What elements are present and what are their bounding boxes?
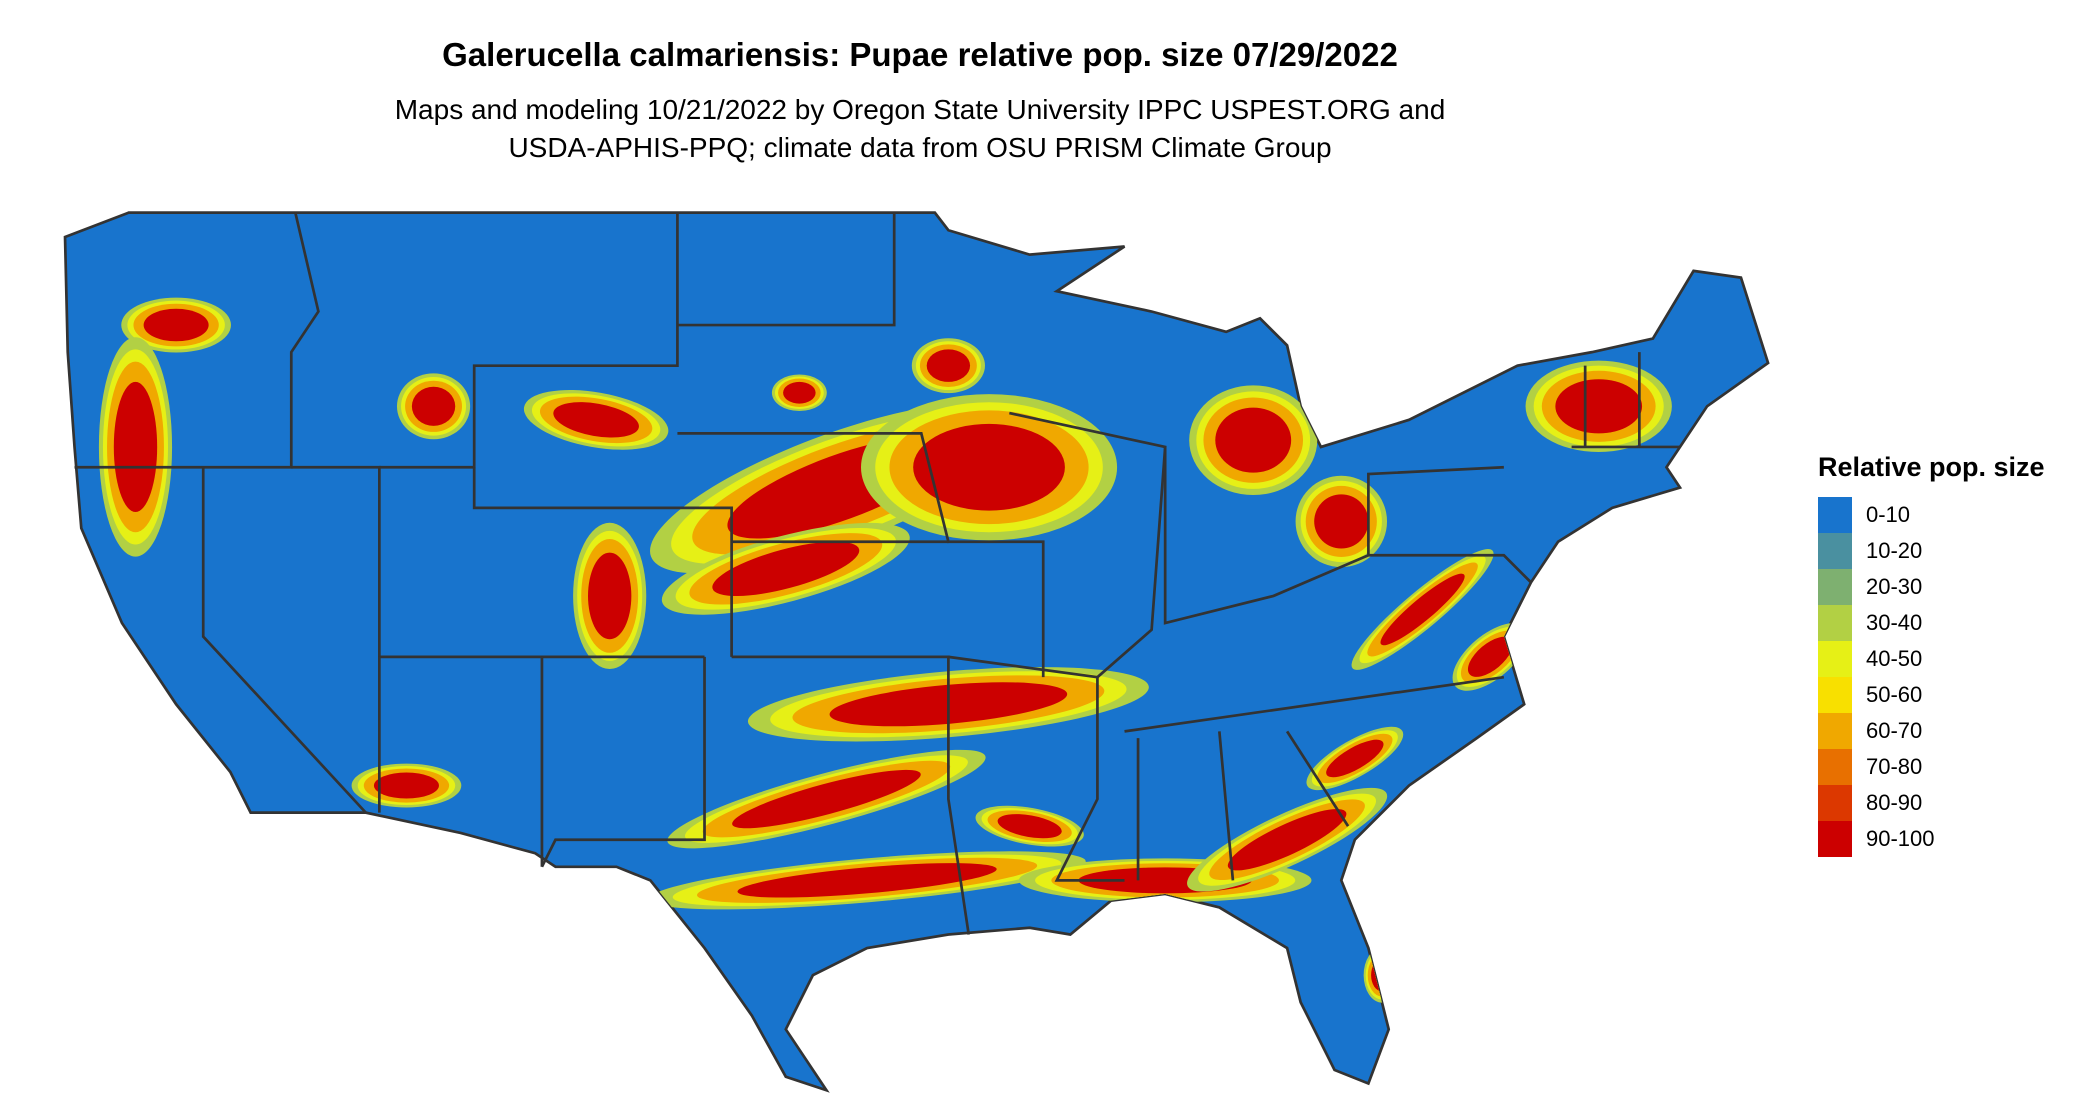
hotspot-band xyxy=(411,386,456,426)
state-boundary-line xyxy=(74,212,320,469)
legend-item: 80-90 xyxy=(1818,785,2045,821)
legend-swatch xyxy=(1818,785,1852,821)
state-boundary-line xyxy=(378,656,544,867)
state-boundary-line xyxy=(379,212,679,469)
chart-title: Galerucella calmariensis: Pupae relative… xyxy=(442,36,1398,73)
state-boundary-line xyxy=(472,467,733,657)
state-boundary-line xyxy=(948,655,1125,882)
legend-swatch xyxy=(1818,713,1852,749)
state-boundary-line xyxy=(677,212,896,327)
state-boundary-line xyxy=(1571,352,1680,449)
hotspot-band xyxy=(143,308,209,342)
legend-label: 90-100 xyxy=(1866,826,1935,851)
legend-item: 20-30 xyxy=(1818,569,2045,605)
hotspot-band xyxy=(1380,573,1465,646)
legend-item: 60-70 xyxy=(1818,713,2045,749)
legend-title: Relative pop. size xyxy=(1818,452,2045,482)
state-boundary-line xyxy=(540,656,706,868)
hotspot-band xyxy=(997,814,1062,839)
legend-item: 70-80 xyxy=(1818,749,2045,785)
state-boundary-line xyxy=(1368,553,1532,584)
legend-label: 30-40 xyxy=(1866,610,1923,635)
hotspot-band xyxy=(1227,808,1347,871)
legend-item: 40-50 xyxy=(1818,641,2045,677)
state-boundary-line xyxy=(1009,411,1167,679)
hotspot-band xyxy=(1314,494,1369,549)
subtitle-line-2: USDA-APHIS-PPQ; climate data from OSU PR… xyxy=(508,132,1332,163)
legend-swatch xyxy=(1818,533,1852,569)
legend-label: 20-30 xyxy=(1866,574,1923,599)
subtitle-line-1: Maps and modeling 10/21/2022 by Oregon S… xyxy=(394,94,1446,125)
state-boundary-line xyxy=(731,655,971,935)
hotspot-band xyxy=(588,552,632,640)
legend-swatch xyxy=(1818,749,1852,785)
legend-swatch xyxy=(1818,569,1852,605)
hotspot-band xyxy=(1371,958,1393,992)
state-boundary-line xyxy=(1124,675,1505,733)
legend-swatch xyxy=(1818,605,1852,641)
state-boundary-line xyxy=(1163,446,1504,625)
legend-swatch xyxy=(1818,821,1852,857)
hotspot-band xyxy=(926,349,971,382)
hotspot-band xyxy=(913,423,1065,511)
hotspot-band xyxy=(373,772,439,799)
legend-swatch xyxy=(1818,677,1852,713)
legend-label: 10-20 xyxy=(1866,538,1923,563)
hotspot-band xyxy=(1555,379,1643,434)
hotspot-band xyxy=(737,863,997,898)
legend-label: 50-60 xyxy=(1866,682,1923,707)
legend-item: 10-20 xyxy=(1818,533,2045,569)
legend-item: 50-60 xyxy=(1818,677,2045,713)
legend-items: 0-10 10-20 20-30 30-40 40-50 50-60 60-70 70-80 8… xyxy=(1818,497,2045,857)
legend-label: 40-50 xyxy=(1866,646,1923,671)
legend-label: 60-70 xyxy=(1866,718,1923,743)
legend: Relative pop. size 0-10 10-20 20-30 30-40 40… xyxy=(1818,452,2045,857)
hotspot-band xyxy=(783,381,816,404)
hotspot-band xyxy=(113,381,158,512)
hotspot-band xyxy=(732,769,921,829)
legend-swatch xyxy=(1818,497,1852,533)
hotspot-band xyxy=(553,402,639,438)
legend-label: 0-10 xyxy=(1866,502,1911,527)
hotspot-band xyxy=(712,541,860,597)
state-boundary-line xyxy=(1136,730,1350,881)
hotspot-band xyxy=(1326,739,1384,778)
legend-swatch xyxy=(1818,641,1852,677)
hotspot-band xyxy=(1467,636,1513,677)
state-boundary-line xyxy=(201,467,367,814)
legend-label: 70-80 xyxy=(1866,754,1923,779)
state-boundaries xyxy=(74,212,1680,935)
legend-item: 30-40 xyxy=(1818,605,2045,641)
legend-item: 0-10 xyxy=(1818,497,2045,533)
us-land-area xyxy=(63,211,1770,1093)
legend-item: 90-100 xyxy=(1818,821,2045,857)
legend-label: 80-90 xyxy=(1866,790,1923,815)
hotspot-band xyxy=(1215,407,1292,473)
